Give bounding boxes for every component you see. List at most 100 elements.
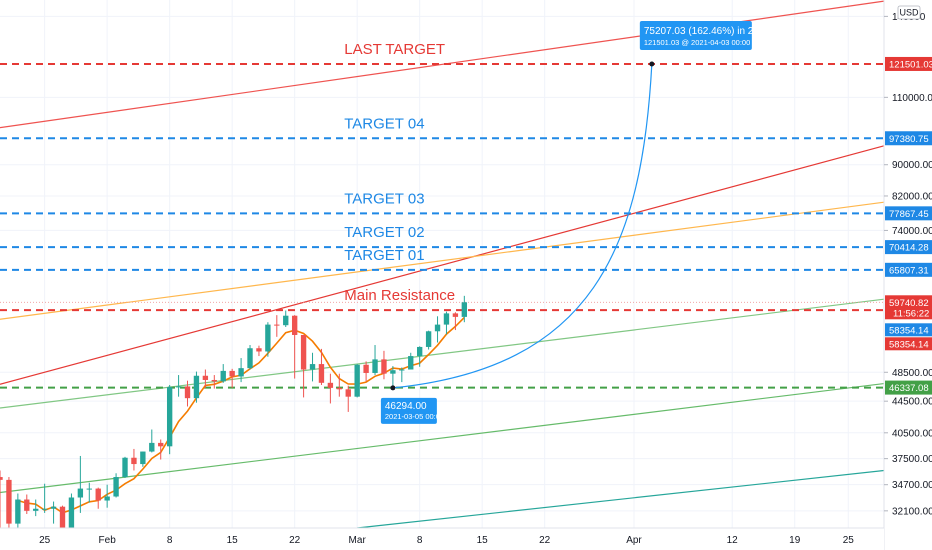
candle-10 [86, 482, 92, 503]
candle-24 [211, 375, 217, 389]
candle-5 [41, 483, 48, 513]
candle-43 [381, 350, 387, 380]
candle-body-22 [193, 375, 200, 399]
candle-15 [131, 448, 137, 471]
chart-grid [0, 0, 884, 528]
candle-body-23 [202, 375, 209, 380]
level-tag-label-1: 97380.75 [889, 134, 929, 145]
candle-body-47 [416, 346, 423, 357]
candle-body-45 [399, 369, 405, 371]
time-tick-label-6: 8 [417, 535, 423, 546]
candle-13 [113, 473, 119, 498]
price-tick-label-7: 40500.00 [892, 428, 932, 439]
time-axis[interactable]: 25 Feb 8 15 22 Mar 8 15 22 Apr 12 19 25 [0, 527, 884, 550]
time-tick-label-12: 25 [843, 535, 855, 546]
price-tick-label-6: 44500.00 [892, 397, 932, 408]
time-tick-label-2: 8 [167, 535, 173, 546]
price-tick-label-8: 37500.00 [892, 454, 932, 465]
candle-body-43 [381, 359, 387, 374]
trend-line-2 [0, 201, 885, 320]
candle-6 [50, 501, 57, 524]
candle-2 [15, 493, 21, 532]
price-tag-current [885, 295, 932, 320]
candle-body-39 [345, 389, 351, 397]
candle-41 [363, 361, 369, 382]
level-tag-2 [885, 206, 932, 221]
candle-52 [461, 295, 468, 323]
candle-body-50 [443, 313, 450, 325]
candle-body-34 [300, 334, 307, 370]
candle-body-9 [77, 488, 84, 498]
candle-body-16 [140, 451, 146, 465]
level-tag-label-3: 70414.28 [889, 243, 929, 254]
candle-28 [247, 345, 253, 370]
candle-body-28 [247, 348, 253, 369]
candle-44 [390, 366, 396, 388]
candle-body-38 [336, 387, 342, 390]
candle-9 [77, 455, 84, 513]
candle-body-1 [6, 479, 12, 524]
candle-34 [300, 334, 307, 398]
candle-body-7 [59, 506, 66, 530]
candle-body-6 [50, 506, 57, 509]
candle-51 [452, 312, 459, 331]
candle-body-20 [175, 386, 182, 388]
price-tags: 121501.03 97380.75 77867.45 70414.28 65807.3… [885, 56, 932, 395]
candle-body-29 [256, 348, 262, 352]
candle-body-30 [265, 324, 271, 352]
candle-35 [309, 352, 316, 382]
candle-11 [95, 487, 101, 509]
price-tick-label-9: 34700.00 [892, 480, 932, 491]
currency-badge[interactable]: USD [897, 5, 921, 20]
projection-start-point [390, 385, 396, 391]
candle-31 [274, 315, 280, 337]
time-tick-label-4: 22 [289, 535, 301, 546]
level-tag-3 [885, 240, 932, 255]
candle-body-35 [309, 364, 316, 370]
trend-line-5 [357, 469, 885, 529]
candle-4 [33, 499, 39, 517]
candle-body-4 [33, 508, 39, 511]
level-tag-label-4: 65807.31 [889, 265, 929, 276]
projection-end-callout [639, 20, 752, 50]
time-tick-label-11: 19 [789, 535, 801, 546]
level-tag-1 [885, 131, 932, 146]
candle-body-41 [363, 364, 369, 373]
candle-23 [202, 369, 209, 388]
candle-body-27 [238, 368, 244, 377]
candle-body-49 [434, 324, 441, 332]
candle-body-8 [68, 497, 75, 530]
time-tick-label-0: 25 [39, 535, 51, 546]
candle-42 [372, 345, 378, 376]
level-tag-label-6: 46337.08 [889, 383, 929, 394]
candle-body-14 [122, 457, 128, 478]
candle-21 [184, 380, 191, 407]
trend-line-1 [0, 145, 885, 385]
candle-body-13 [113, 477, 119, 497]
candle-body-19 [166, 387, 173, 447]
candle-14 [122, 456, 128, 478]
candle-body-18 [158, 442, 164, 447]
candle-20 [175, 375, 182, 397]
candle-body-40 [354, 364, 360, 397]
price-tag-1 [885, 323, 932, 337]
level-label-4: TARGET 01 [344, 247, 424, 264]
price-tick-label-3: 82000.00 [892, 191, 932, 202]
level-tag-label-0: 121501.03 [889, 59, 932, 70]
candle-0 [0, 470, 3, 532]
candle-body-10 [86, 488, 92, 490]
level-label-1: TARGET 04 [344, 115, 424, 132]
candle-body-17 [149, 442, 155, 452]
candle-46 [408, 352, 414, 370]
price-tick-label-2: 90000.00 [892, 160, 932, 171]
level-tag-label-2: 77867.45 [889, 209, 929, 220]
candle-body-36 [318, 364, 325, 383]
price-tick-label-4: 74000.00 [892, 226, 932, 237]
candle-49 [434, 316, 441, 343]
price-tag-label-2: 58354.14 [889, 339, 929, 350]
time-tick-label-5: Mar [349, 535, 367, 546]
projection-arc [392, 63, 653, 389]
price-tag-2 [885, 337, 932, 351]
candle-33 [291, 315, 298, 379]
